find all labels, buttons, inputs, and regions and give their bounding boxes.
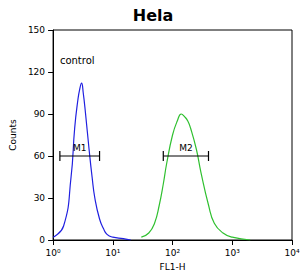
svg-text:Counts: Counts [8, 119, 18, 151]
svg-text:control: control [60, 55, 95, 66]
svg-text:90: 90 [34, 109, 46, 119]
svg-text:10²: 10² [165, 248, 180, 258]
svg-text:60: 60 [34, 151, 46, 161]
svg-text:150: 150 [28, 25, 45, 35]
svg-text:10¹: 10¹ [105, 248, 120, 258]
svg-text:30: 30 [34, 193, 46, 203]
svg-text:Hela: Hela [133, 6, 174, 25]
svg-text:0: 0 [39, 235, 45, 245]
svg-text:10³: 10³ [225, 248, 240, 258]
svg-text:M2: M2 [179, 143, 193, 153]
svg-text:10⁰: 10⁰ [46, 248, 61, 258]
svg-text:FL1-H: FL1-H [160, 262, 186, 272]
svg-text:M1: M1 [73, 143, 87, 153]
svg-text:120: 120 [28, 67, 45, 77]
svg-text:10⁴: 10⁴ [284, 248, 299, 258]
